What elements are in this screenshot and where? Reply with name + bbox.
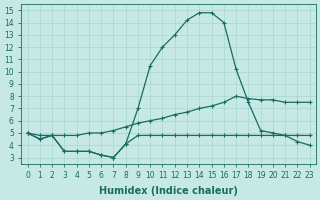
X-axis label: Humidex (Indice chaleur): Humidex (Indice chaleur) <box>99 186 238 196</box>
